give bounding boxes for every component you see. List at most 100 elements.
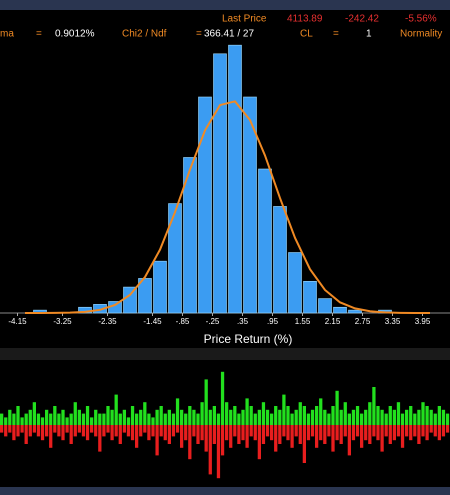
volume-bar bbox=[77, 409, 81, 425]
volume-bar bbox=[294, 425, 298, 437]
volume-bar bbox=[241, 409, 245, 425]
chi: 366.41 / 27 bbox=[204, 29, 254, 40]
volume-bar bbox=[261, 425, 266, 444]
volume-bar bbox=[98, 425, 102, 452]
histogram-bar bbox=[198, 96, 212, 314]
volume-bar bbox=[360, 413, 364, 425]
volume-bar bbox=[225, 402, 229, 425]
volume-bar bbox=[90, 417, 94, 425]
volume-bar bbox=[81, 413, 86, 425]
volume-bar bbox=[143, 425, 147, 433]
volume-bar bbox=[163, 413, 167, 425]
volume-bar bbox=[147, 425, 151, 441]
volume-bar bbox=[384, 425, 388, 437]
volume-bar bbox=[433, 413, 437, 425]
volume-bar bbox=[417, 425, 421, 444]
volume-bar bbox=[167, 425, 171, 444]
chi-eq: = bbox=[196, 29, 202, 40]
volume-bar bbox=[65, 425, 69, 433]
volume-bar bbox=[220, 371, 225, 425]
volume-bar bbox=[102, 413, 106, 425]
volume-bar bbox=[98, 413, 102, 425]
volume-bar bbox=[220, 425, 225, 456]
volume-bar bbox=[294, 409, 298, 425]
volume-bar bbox=[110, 409, 114, 425]
x-axis-label: Price Return (%) bbox=[204, 332, 293, 346]
volume-bar bbox=[159, 425, 163, 437]
volume-bar bbox=[327, 413, 331, 425]
volume-bar bbox=[368, 402, 372, 425]
volume-bar bbox=[237, 413, 241, 425]
volume-bar bbox=[376, 406, 380, 425]
x-tick-label: 1.55 bbox=[295, 317, 311, 326]
volume-bar bbox=[392, 409, 396, 425]
volume-bar bbox=[180, 425, 184, 448]
volume-bar bbox=[270, 425, 274, 441]
volume-bar bbox=[184, 425, 188, 441]
volume-bar bbox=[212, 406, 216, 425]
volume-bar bbox=[0, 425, 4, 433]
volume-bar bbox=[216, 413, 221, 425]
volume-bar bbox=[130, 406, 135, 425]
volume-bar bbox=[441, 409, 446, 425]
histogram-bar bbox=[273, 206, 287, 314]
volume-bar bbox=[315, 425, 319, 448]
sigma-label: ma bbox=[0, 29, 14, 40]
volume-bar bbox=[16, 425, 20, 437]
volume-bar bbox=[409, 425, 413, 441]
volume-bar bbox=[437, 425, 441, 441]
volume-bar bbox=[122, 425, 126, 433]
volume-bar bbox=[253, 425, 257, 441]
volume-bar bbox=[229, 409, 233, 425]
volume-bar bbox=[364, 409, 368, 425]
volume-bar bbox=[53, 406, 57, 425]
volume-bar bbox=[302, 406, 306, 425]
volume-bar bbox=[282, 394, 286, 425]
volume-bar bbox=[204, 425, 208, 452]
volume-bar bbox=[24, 413, 28, 425]
volume-bar bbox=[90, 425, 94, 433]
volume-bar bbox=[171, 425, 176, 437]
volume-bar bbox=[4, 425, 8, 437]
volume-bar bbox=[257, 409, 261, 425]
volume-bar bbox=[139, 409, 143, 425]
histogram-bar bbox=[318, 298, 332, 314]
separator bbox=[0, 348, 450, 360]
volume-bar bbox=[233, 406, 237, 425]
volume-bar bbox=[323, 425, 327, 444]
volume-bar bbox=[315, 406, 319, 425]
volume-bar bbox=[425, 406, 429, 425]
volume-bar bbox=[396, 402, 401, 425]
volume-bar bbox=[61, 425, 65, 441]
volume-bar bbox=[310, 425, 315, 437]
volume-bar bbox=[429, 409, 433, 425]
x-tick-label: .35 bbox=[237, 317, 249, 326]
volume-bar bbox=[245, 398, 249, 425]
volume-bar bbox=[339, 409, 343, 425]
volume-bar bbox=[175, 398, 180, 425]
volume-bar bbox=[405, 425, 409, 437]
volume-bar bbox=[204, 379, 208, 425]
volume-bar bbox=[20, 417, 24, 425]
volume-bar bbox=[282, 425, 286, 437]
volume-bar bbox=[229, 425, 233, 448]
volume-bar bbox=[409, 406, 413, 425]
volume-bar bbox=[192, 425, 196, 437]
volume-bar bbox=[380, 409, 384, 425]
volume-bar bbox=[278, 409, 282, 425]
x-tick-label: 3.35 bbox=[385, 317, 401, 326]
volume-bar bbox=[331, 425, 335, 452]
volume-bar bbox=[8, 409, 12, 425]
top-frame bbox=[0, 0, 450, 10]
volume-bar bbox=[0, 413, 4, 425]
volume-bar bbox=[49, 425, 53, 448]
volume-bar bbox=[212, 425, 216, 444]
volume-bar bbox=[155, 409, 159, 425]
volume-bar bbox=[32, 402, 36, 425]
volume-bar bbox=[32, 425, 36, 433]
volume-bar bbox=[110, 425, 114, 441]
volume-bar bbox=[8, 425, 12, 433]
histogram-bar bbox=[213, 53, 227, 314]
volume-bar bbox=[40, 417, 45, 425]
bottom-frame bbox=[0, 487, 450, 495]
